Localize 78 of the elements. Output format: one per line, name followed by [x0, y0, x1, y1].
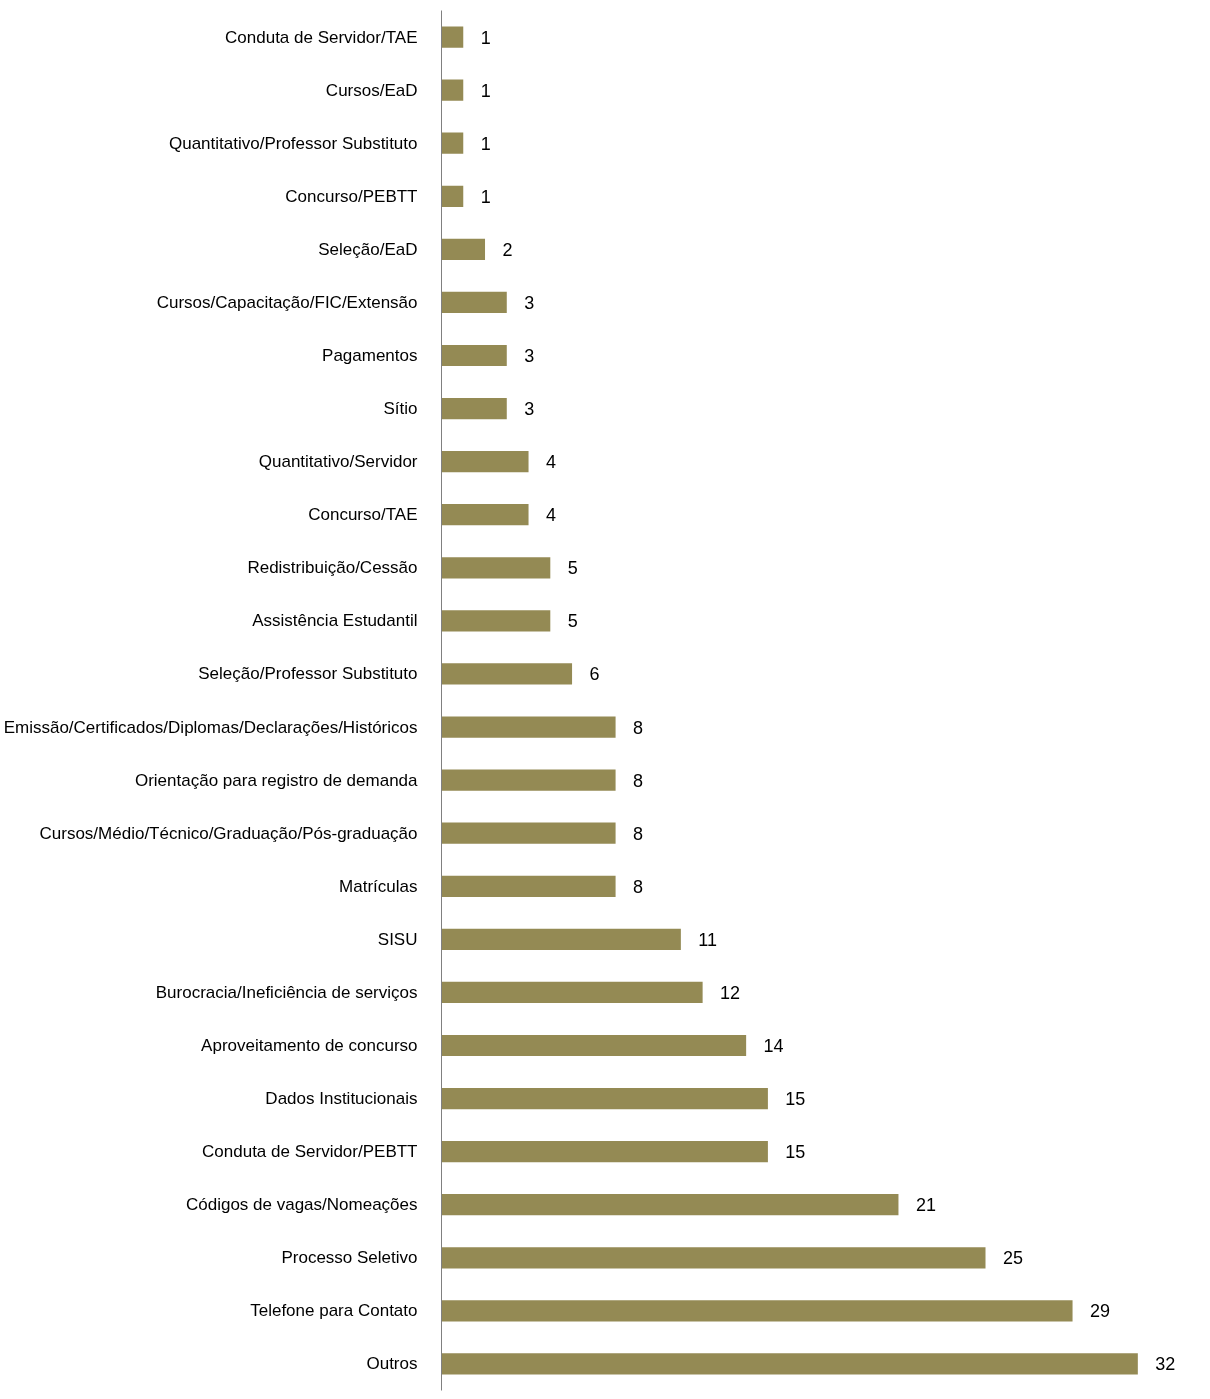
data-label: 6: [589, 664, 600, 685]
bar: [441, 1141, 768, 1163]
y-tick-label: Telefone para Contato: [250, 1301, 418, 1321]
bar: [441, 26, 464, 48]
bar: [441, 1300, 1073, 1322]
bar: [441, 1353, 1138, 1375]
y-tick-label: Cursos/Médio/Técnico/Graduação/Pós-graduação: [39, 823, 418, 843]
data-label: 4: [545, 452, 556, 473]
y-tick-label: Conduta de Servidor/PEBTT: [202, 1142, 418, 1162]
y-tick-label: SISU: [377, 929, 418, 949]
bar: [441, 397, 507, 420]
bar: [441, 769, 616, 791]
data-label: 21: [915, 1195, 936, 1216]
bar: [441, 79, 464, 101]
bar: [441, 981, 703, 1004]
bar: [441, 504, 529, 526]
bar: [441, 928, 681, 950]
data-label: 1: [480, 27, 491, 48]
y-tick-label: Concurso/TAE: [308, 505, 418, 525]
data-label: 1: [480, 133, 491, 154]
bar: [441, 610, 551, 632]
data-label: 5: [567, 611, 578, 632]
data-label: 2: [502, 239, 513, 260]
data-label: 5: [567, 558, 578, 579]
data-label: 8: [632, 876, 644, 897]
y-tick-label: Seleção/EaD: [318, 239, 418, 259]
bar: [441, 663, 573, 685]
bar: [441, 875, 616, 897]
data-label: 14: [763, 1036, 784, 1056]
bar: [441, 132, 464, 154]
y-tick-label: Matrículas: [339, 876, 418, 896]
data-label: 11: [698, 929, 717, 950]
data-label: 12: [720, 982, 741, 1003]
bar: [441, 238, 486, 260]
bar: [441, 291, 507, 314]
data-label: 8: [632, 823, 644, 844]
data-label: 3: [524, 292, 535, 313]
bar: [441, 1087, 768, 1110]
data-label: 15: [785, 1142, 806, 1163]
y-tick-label: Quantitativo/Servidor: [258, 452, 418, 472]
y-tick-label: Concurso/PEBTT: [285, 186, 418, 206]
y-tick-label: Outros: [366, 1354, 418, 1374]
y-tick-label: Processo Seletivo: [281, 1248, 418, 1268]
data-label: 3: [524, 399, 535, 420]
data-label: 3: [524, 346, 535, 366]
bar: [441, 451, 529, 473]
data-label: 29: [1089, 1301, 1110, 1322]
y-tick-label: Pagamentos: [322, 346, 418, 365]
y-tick-label: Códigos de vagas/Nomeações: [185, 1195, 418, 1215]
y-tick-label: Emissão/Certificados/Diplomas/Declarações/Históricos: [3, 717, 418, 737]
y-tick-label: Seleção/Professor Substituto: [198, 664, 418, 684]
data-label: 1: [480, 80, 491, 101]
y-tick-label: Burocracia/Ineficiência de serviços: [155, 982, 418, 1002]
data-label: 8: [632, 717, 644, 738]
y-tick-label: Quantitativo/Professor Substituto: [168, 133, 418, 153]
bar: [441, 716, 616, 738]
y-tick-label: Dados Institucionais: [265, 1089, 418, 1109]
y-tick-label: Aproveitamento de concurso: [201, 1036, 418, 1055]
bar: [441, 1247, 986, 1269]
y-tick-label: Cursos/Capacitação/FIC/Extensão: [156, 292, 418, 312]
y-tick-label: Orientação para registro de demanda: [134, 770, 419, 790]
data-label: 1: [480, 186, 491, 207]
bar: [441, 1034, 747, 1057]
data-label: 4: [545, 505, 556, 526]
bar: [441, 822, 616, 844]
bar: [441, 1194, 899, 1216]
data-label: 32: [1155, 1354, 1176, 1375]
bar: [441, 557, 551, 579]
y-tick-label: Cursos/EaD: [325, 80, 418, 100]
data-label: 15: [785, 1089, 806, 1110]
y-tick-label: Redistribuição/Cessão: [247, 558, 418, 578]
y-tick-label: Sítio: [383, 399, 418, 419]
data-label: 8: [632, 770, 644, 791]
bar: [441, 344, 507, 367]
data-label: 25: [1002, 1248, 1023, 1269]
bar: [441, 185, 464, 207]
y-tick-label: Conduta de Servidor/TAE: [225, 27, 418, 47]
y-tick-label: Assistência Estudantil: [252, 611, 418, 631]
